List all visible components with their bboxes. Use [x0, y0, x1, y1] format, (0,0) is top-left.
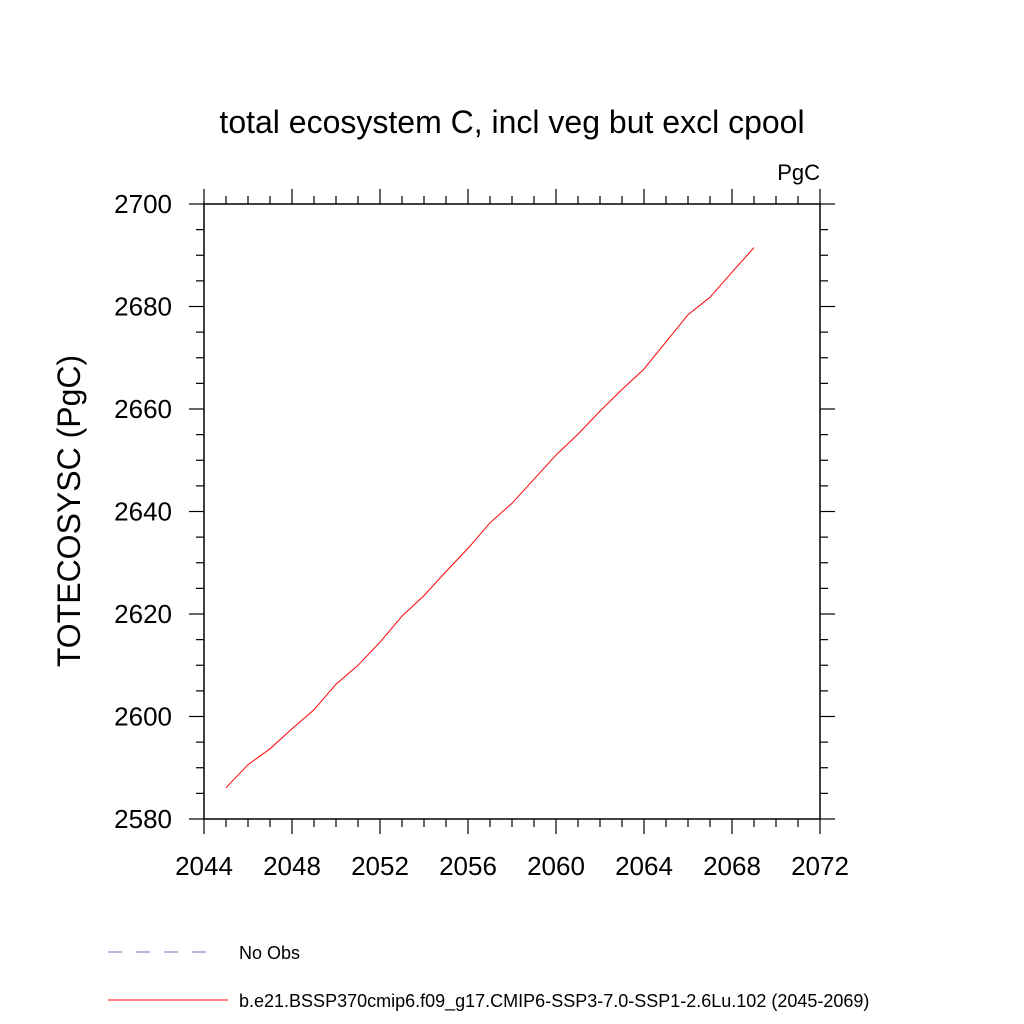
chart-title: total ecosystem C, incl veg but excl cpo…: [219, 104, 804, 140]
y-axis: 2580 2600 2620 2640 2660 2680 2700: [114, 189, 835, 834]
x-tick-label: 2060: [527, 851, 585, 881]
x-tick-label: 2048: [263, 851, 321, 881]
units-label: PgC: [777, 160, 820, 185]
x-tick-label: 2052: [351, 851, 409, 881]
y-axis-label: TOTECOSYSC (PgC): [51, 355, 87, 667]
y-tick-label: 2620: [114, 599, 172, 629]
y-tick-label: 2600: [114, 702, 172, 732]
x-axis: 2044 2048 2052 2056 2060 2064 2068 2072: [175, 189, 849, 881]
legend-label-no-obs: No Obs: [239, 943, 300, 963]
x-tick-label: 2068: [703, 851, 761, 881]
series-line: [225, 247, 755, 789]
y-tick-label: 2640: [114, 497, 172, 527]
y-tick-label: 2660: [114, 394, 172, 424]
legend: No Obs b.e21.BSSP370cmip6.f09_g17.CMIP6-…: [108, 943, 869, 1012]
plot-frame: [203, 203, 821, 820]
x-tick-label: 2044: [175, 851, 233, 881]
y-tick-label: 2680: [114, 292, 172, 322]
legend-label-model-run: b.e21.BSSP370cmip6.f09_g17.CMIP6-SSP3-7.…: [239, 991, 869, 1012]
x-tick-label: 2064: [615, 851, 673, 881]
x-tick-label: 2056: [439, 851, 497, 881]
y-tick-label: 2700: [114, 189, 172, 219]
series-layer: [225, 247, 755, 789]
x-tick-label: 2072: [791, 851, 849, 881]
y-tick-label: 2580: [114, 804, 172, 834]
